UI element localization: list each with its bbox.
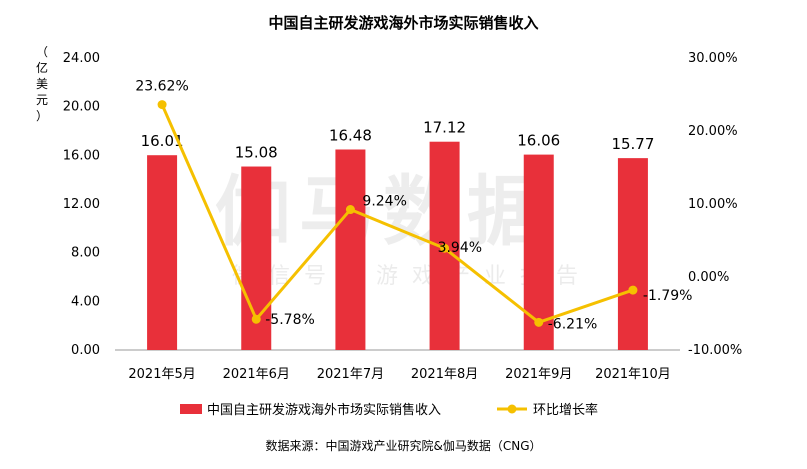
legend-line-label: 环比增长率 (533, 402, 598, 418)
growth-point (628, 285, 638, 295)
bar (335, 149, 366, 350)
x-tick-label: 2021年7月 (317, 367, 384, 382)
y-axis-label: （ 亿美元 ） (34, 44, 50, 124)
y-tick-label: 24.00 (63, 51, 100, 66)
y-axis-label-char: （ (35, 45, 48, 59)
y2-tick-label: -10.00% (688, 343, 742, 358)
growth-label: 3.94% (438, 240, 482, 256)
bar-value-label: 15.77 (611, 135, 654, 153)
growth-label: -5.78% (265, 312, 315, 328)
growth-label: -6.21% (548, 316, 598, 332)
y2-tick-label: 0.00% (688, 270, 729, 285)
bar (617, 158, 648, 350)
growth-line (160, 103, 634, 324)
data-source-note: 数据来源：中国游戏产业研究院&伽马数据（CNG） (265, 439, 542, 453)
y2-tick-label: 30.00% (688, 51, 738, 66)
growth-label: 23.62% (135, 79, 188, 95)
bar-value-label: 17.12 (423, 119, 466, 137)
bar-value-label: 16.06 (517, 132, 560, 150)
y-tick-label: 16.00 (63, 148, 100, 163)
legend-line-marker (507, 404, 517, 414)
x-tick-label: 2021年6月 (223, 367, 290, 382)
x-tick-label: 2021年9月 (505, 367, 572, 382)
x-tick-label: 2021年10月 (595, 367, 671, 382)
y-tick-label: 8.00 (71, 246, 100, 261)
x-tick-label: 2021年5月 (128, 367, 195, 382)
bar-value-label: 16.48 (329, 126, 372, 144)
y2-tick-label: 10.00% (688, 197, 738, 212)
y-axis-label-char: 亿 (35, 61, 48, 75)
x-tick-label: 2021年8月 (411, 367, 478, 382)
y-axis-label-char: 美 (35, 77, 48, 91)
legend-bar-label: 中国自主研发游戏海外市场实际销售收入 (207, 402, 441, 418)
legend-bar-swatch (180, 404, 202, 414)
y-tick-label: 20.00 (63, 100, 100, 115)
growth-point (157, 100, 167, 110)
y-tick-label: 12.00 (63, 197, 100, 212)
bar (147, 155, 178, 350)
y-tick-label: 0.00 (71, 343, 100, 358)
growth-point (534, 317, 544, 327)
bar-value-label: 15.08 (235, 144, 278, 162)
y-tick-label: 4.00 (71, 294, 100, 309)
growth-label: -1.79% (643, 288, 693, 304)
growth-label: 9.24% (362, 194, 406, 210)
growth-point (251, 314, 261, 324)
watermark-sub: 微信号：游戏产业报告 (232, 264, 593, 289)
bar-value-label: 16.01 (141, 132, 184, 150)
growth-point (345, 205, 355, 215)
y-axis-label-char: 元 (35, 93, 48, 107)
y-axis-label-char: ） (35, 109, 48, 123)
chart-title: 中国自主研发游戏海外市场实际销售收入 (268, 14, 539, 32)
y2-tick-label: 20.00% (688, 124, 738, 139)
growth-point (440, 243, 450, 253)
